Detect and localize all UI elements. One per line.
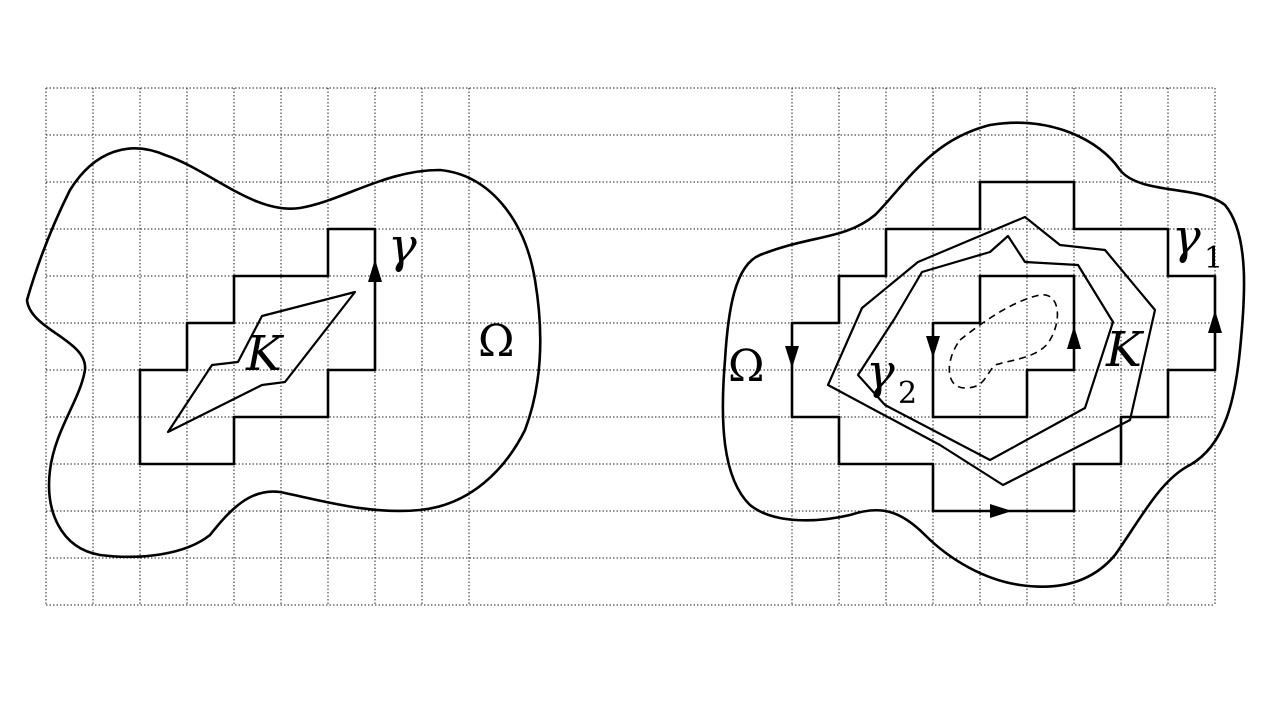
right-figure (721, 121, 1246, 588)
right-gamma1-left-arrow (785, 346, 799, 368)
left-contour-gamma (138, 227, 377, 466)
left-domain-boundary (25, 147, 542, 559)
left-contour-label: γ (388, 218, 417, 274)
right-compact-label: K (1105, 322, 1145, 378)
right-domain-label: Ω (728, 341, 764, 392)
right-contour2-label: γ (866, 344, 895, 400)
right-compact-set-k-inner (856, 234, 1115, 462)
right-compact-set-k-outer (826, 215, 1157, 487)
right-domain-boundary (721, 121, 1246, 588)
right-contour1-label: γ (1172, 209, 1201, 265)
right-gamma1-right-arrow (1208, 310, 1222, 333)
left-contour-arrow (368, 259, 382, 282)
right-gamma2-left-arrow (926, 336, 940, 358)
grid-lines (45, 87, 1216, 606)
right-gamma2-right-arrow (1067, 326, 1081, 349)
right-contour2-subscript: 2 (898, 376, 917, 411)
right-contour-gamma1 (790, 180, 1217, 513)
left-domain-label: Ω (478, 316, 514, 367)
right-contour-gamma2 (931, 274, 1076, 419)
right-contour1-subscript: 1 (1204, 241, 1223, 276)
left-figure (25, 147, 542, 559)
left-compact-set-k (166, 290, 357, 434)
left-compact-label: K (245, 326, 285, 382)
right-gamma1-bottom-arrow (990, 504, 1012, 518)
right-hole-dashed (948, 294, 1059, 389)
